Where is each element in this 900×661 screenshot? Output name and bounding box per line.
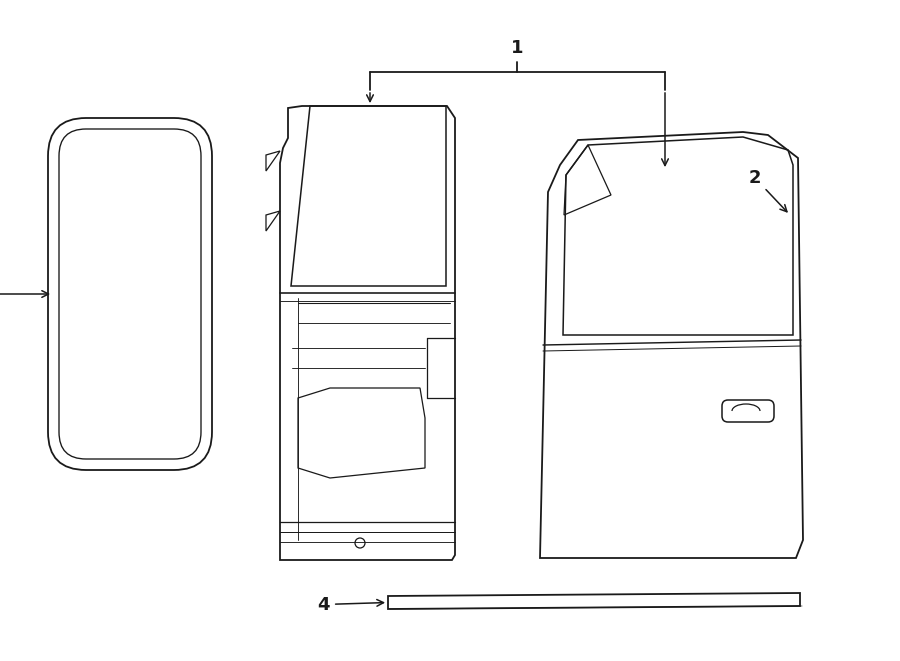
Text: 3: 3 bbox=[0, 285, 49, 303]
Text: 1: 1 bbox=[511, 39, 523, 57]
Text: 4: 4 bbox=[318, 596, 383, 613]
Text: 2: 2 bbox=[749, 169, 787, 212]
